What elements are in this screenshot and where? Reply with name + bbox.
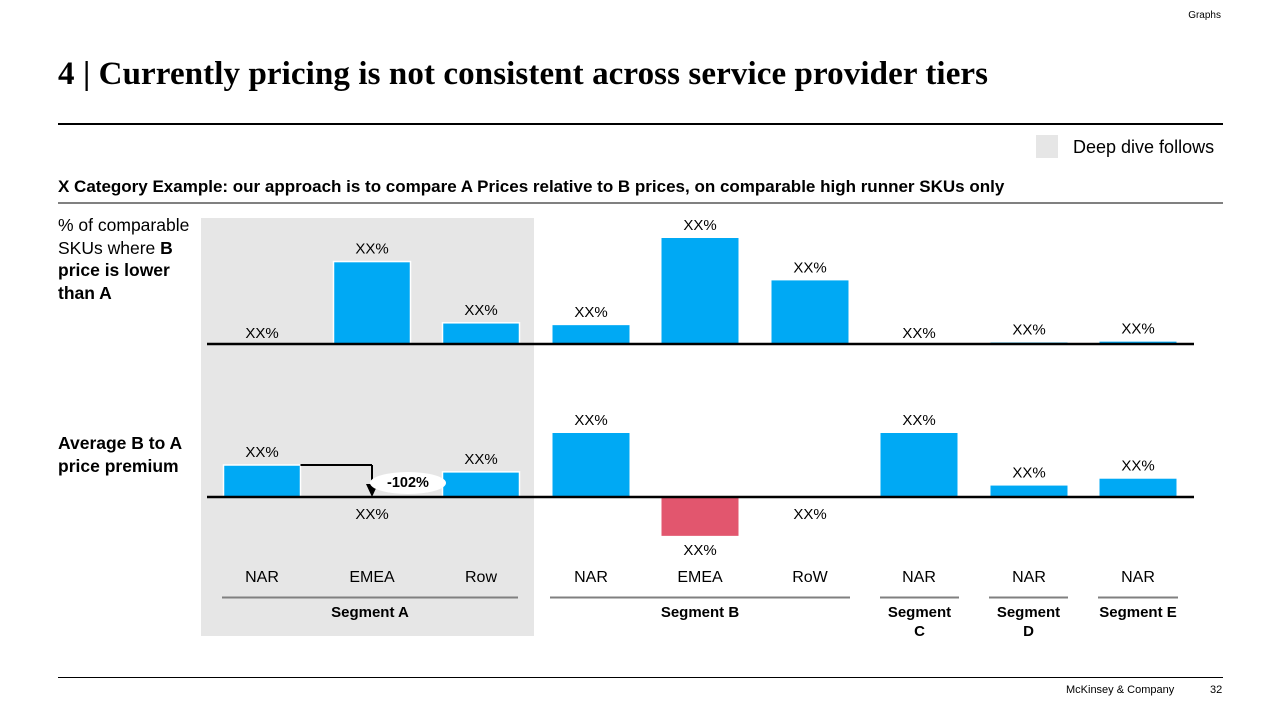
bar-row-6 — [771, 280, 849, 344]
bar-nar-9 — [1099, 478, 1177, 497]
page-title: 4 | Currently pricing is not consistent … — [58, 56, 989, 92]
category-label: RoW — [792, 569, 828, 586]
row-label-part: % of comparable SKUs where — [58, 215, 190, 258]
data-label: XX% — [355, 506, 388, 523]
category-label: EMEA — [677, 569, 723, 586]
bar-row-3 — [441, 471, 521, 498]
footer-brand: McKinsey & Company — [1066, 684, 1175, 696]
segment-label: Segment C — [888, 604, 951, 640]
category-label: NAR — [574, 569, 608, 586]
segment-label: Segment D — [997, 604, 1060, 640]
section-tracker: Graphs — [1188, 10, 1221, 21]
bar-emea-2 — [332, 260, 412, 345]
data-label: XX% — [683, 542, 716, 559]
row-label-price-premium: Average B to A price premium — [58, 433, 182, 476]
data-label: XX% — [1121, 321, 1154, 338]
category-label: Row — [465, 569, 497, 586]
data-label: XX% — [355, 241, 388, 258]
row-label-bold-part: B price is lower than A — [58, 237, 173, 303]
data-label: XX% — [245, 325, 278, 342]
segment-label: Segment E — [1099, 604, 1177, 621]
bar-nar-7 — [880, 433, 958, 497]
data-label: XX% — [464, 302, 497, 319]
category-label: NAR — [245, 569, 279, 586]
chart-subtitle: X Category Example: our approach is to c… — [58, 177, 1005, 196]
data-label: XX% — [902, 412, 935, 429]
data-label: XX% — [1012, 322, 1045, 339]
bar-nar-8 — [990, 485, 1068, 497]
difference-annotation-label: -102% — [370, 472, 446, 494]
data-label: XX% — [574, 412, 607, 429]
bar-nar-4 — [552, 325, 630, 344]
top-chart-share-lower-price: XX% XX% XX% XX% XX% XX% XX% XX% XX% — [207, 217, 1194, 346]
segment-label: Segment B — [661, 604, 740, 621]
bar-nar-4 — [552, 433, 630, 497]
category-label: EMEA — [349, 569, 395, 586]
category-label: NAR — [1012, 569, 1046, 586]
title-divider — [58, 123, 1223, 125]
segment-label: Segment A — [331, 604, 409, 621]
data-label: XX% — [793, 259, 826, 276]
segment-labels: Segment A Segment B Segment C Segment D Segmen… — [222, 596, 1178, 640]
data-label: XX% — [464, 451, 497, 468]
data-label: XX% — [574, 304, 607, 321]
data-label: XX% — [793, 506, 826, 523]
category-axis-labels: NAR EMEA Row NAR EMEA RoW NAR NAR NAR — [245, 569, 1155, 586]
bar-emea-5 — [661, 497, 739, 536]
page-number: 32 — [1210, 684, 1223, 696]
bar-nar-1 — [222, 464, 302, 498]
data-label: XX% — [1121, 458, 1154, 475]
category-label: NAR — [1121, 569, 1155, 586]
subtitle-divider — [58, 202, 1223, 204]
bottom-chart-price-premium: XX% XX% XX% XX% XX% XX% XX% XX% XX% — [207, 412, 1194, 559]
data-label: XX% — [683, 217, 716, 234]
data-label: XX% — [1012, 465, 1045, 482]
category-label: NAR — [902, 569, 936, 586]
legend-label: Deep dive follows — [1073, 137, 1215, 157]
data-label: XX% — [902, 325, 935, 342]
footer-divider — [58, 677, 1223, 678]
bar-emea-5 — [661, 238, 739, 344]
data-label: XX% — [245, 444, 278, 461]
bar-row-3 — [441, 322, 521, 345]
row-label-share-lower-price: % of comparable SKUs where B price is lo… — [58, 214, 193, 304]
legend-swatch-deep-dive — [1036, 135, 1058, 158]
